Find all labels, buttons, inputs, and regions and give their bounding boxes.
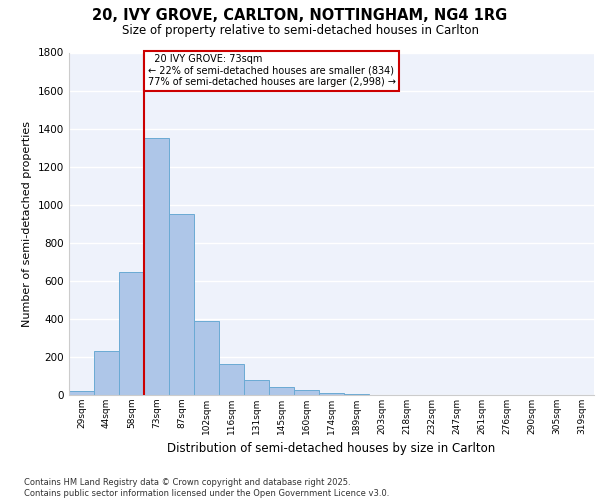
Bar	[269, 387, 294, 395]
Text: 20 IVY GROVE: 73sqm
← 22% of semi-detached houses are smaller (834)
77% of semi-: 20 IVY GROVE: 73sqm ← 22% of semi-detach…	[148, 54, 396, 88]
Bar	[94, 351, 119, 395]
Bar	[294, 390, 319, 395]
Text: 20, IVY GROVE, CARLTON, NOTTINGHAM, NG4 1RG: 20, IVY GROVE, CARLTON, NOTTINGHAM, NG4 …	[92, 8, 508, 22]
Bar	[319, 393, 344, 395]
Bar	[219, 364, 244, 395]
Bar	[69, 391, 94, 395]
Bar	[194, 321, 219, 395]
Text: Size of property relative to semi-detached houses in Carlton: Size of property relative to semi-detach…	[121, 24, 479, 37]
Text: Contains HM Land Registry data © Crown copyright and database right 2025.
Contai: Contains HM Land Registry data © Crown c…	[24, 478, 389, 498]
Bar	[144, 138, 169, 395]
Bar	[344, 394, 369, 395]
Bar	[119, 272, 144, 395]
Y-axis label: Number of semi-detached properties: Number of semi-detached properties	[22, 120, 32, 327]
X-axis label: Distribution of semi-detached houses by size in Carlton: Distribution of semi-detached houses by …	[167, 442, 496, 456]
Bar	[169, 214, 194, 395]
Bar	[244, 380, 269, 395]
